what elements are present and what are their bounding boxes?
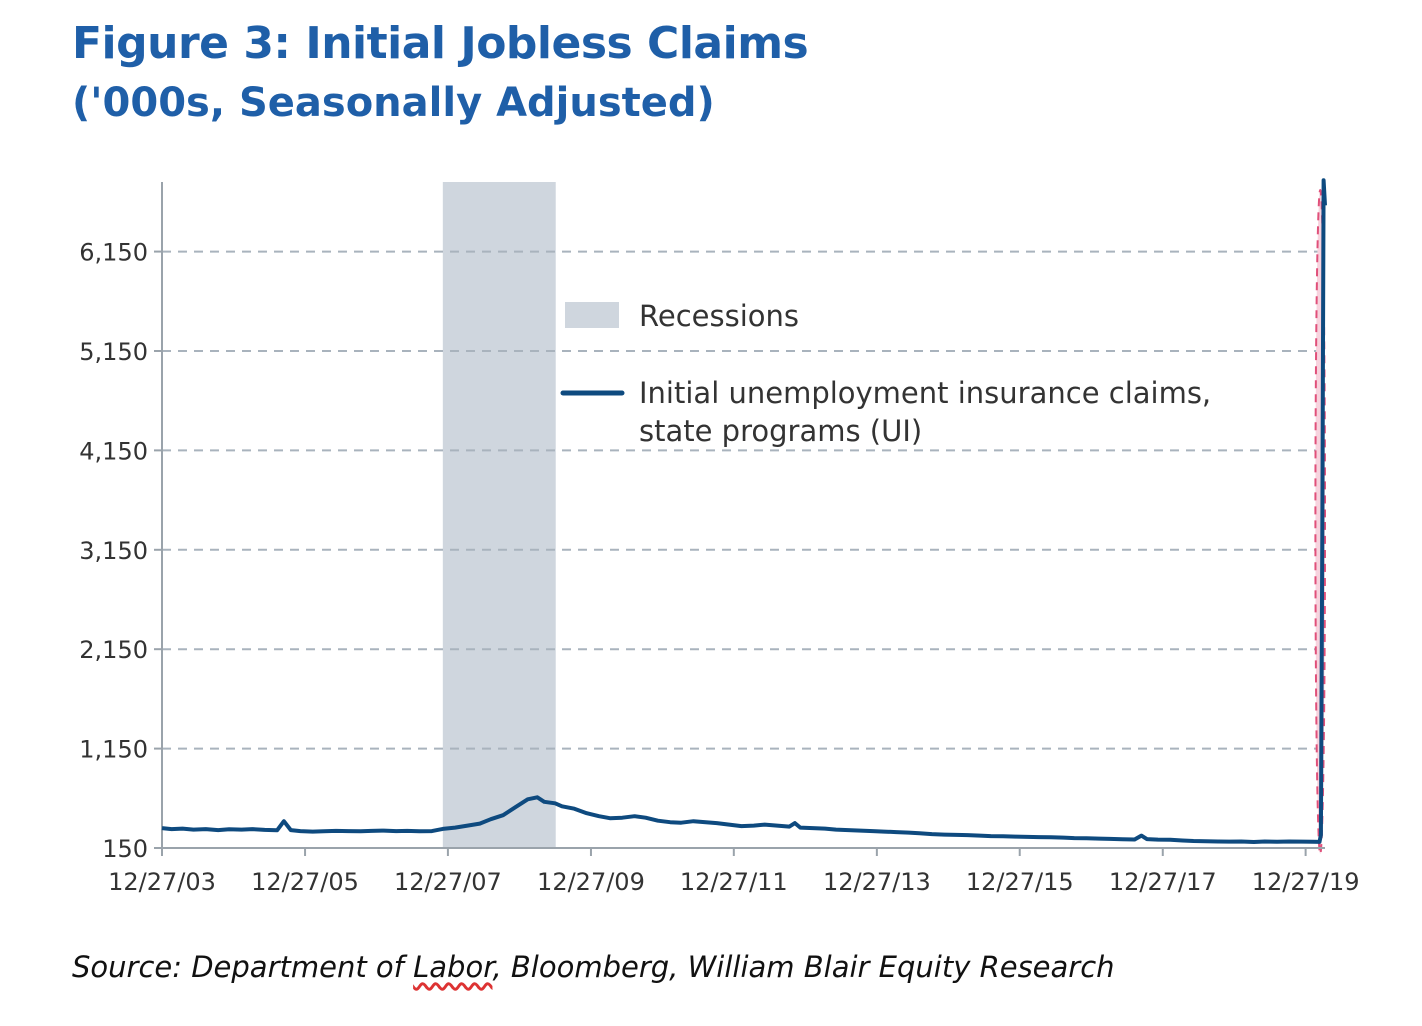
series-layer	[161, 178, 1327, 844]
x-tick-label-5: 12/27/13	[823, 868, 931, 896]
y-tick-label-5: 5,150	[79, 338, 148, 366]
x-tick-label-8: 12/27/19	[1252, 868, 1360, 896]
x-tick-label-2: 12/27/07	[394, 868, 502, 896]
legend-recession-swatch	[565, 302, 619, 328]
y-tick-label-6: 6,150	[79, 239, 148, 267]
page-subtitle: ('000s, Seasonally Adjusted)	[72, 80, 715, 126]
x-tick-label-4: 12/27/11	[680, 868, 788, 896]
legend: Recessions Initial unemployment insuranc…	[560, 299, 1211, 448]
source-underlined-word: Labor	[413, 950, 493, 984]
axis-layer: 150 1,150 2,150 3,150 4,150 5,150 6,150 12/27/0…	[79, 182, 1360, 896]
x-tick-label-3: 12/27/09	[537, 868, 645, 896]
y-tick-label-0: 150	[102, 835, 148, 863]
series-line-0	[161, 178, 1327, 844]
y-tick-label-4: 4,150	[79, 437, 148, 465]
chart-container: 150 1,150 2,150 3,150 4,150 5,150 6,150 12/27/0…	[0, 160, 1422, 920]
source-note: Source: Department of Labor, Bloomberg, …	[72, 950, 1115, 984]
jobless-claims-chart: 150 1,150 2,150 3,150 4,150 5,150 6,150 12/27/0…	[79, 178, 1360, 896]
y-tick-label-3: 3,150	[79, 537, 148, 565]
recession-band-0	[442, 182, 556, 848]
x-tick-label-1: 12/27/05	[251, 868, 359, 896]
recession-layer	[442, 182, 556, 848]
y-tick-label-1: 1,150	[79, 736, 148, 764]
grid-layer	[162, 250, 1325, 750]
legend-series-label-line2: state programs (UI)	[639, 414, 922, 448]
source-prefix: Source: Department of	[72, 950, 414, 984]
y-tick-label-2: 2,150	[79, 636, 148, 664]
legend-series-label-line1: Initial unemployment insurance claims,	[639, 376, 1211, 410]
x-tick-label-6: 12/27/15	[966, 868, 1074, 896]
source-suffix: , Bloomberg, William Blair Equity Resear…	[492, 950, 1115, 984]
x-tick-label-7: 12/27/17	[1109, 868, 1217, 896]
x-tick-label-0: 12/27/03	[108, 868, 216, 896]
page-title: Figure 3: Initial Jobless Claims	[72, 18, 809, 69]
legend-recession-label: Recessions	[639, 299, 799, 333]
